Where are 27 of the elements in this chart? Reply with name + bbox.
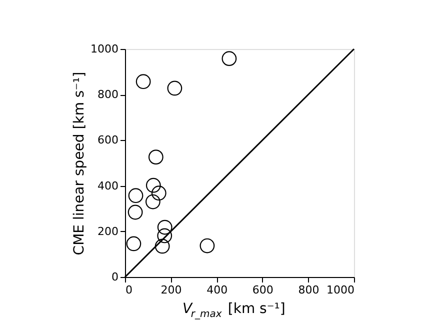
x-tick-label: 0 [126, 284, 132, 296]
point [151, 186, 166, 201]
x-tick-label: 400 [206, 284, 228, 296]
y-tick-label: 200 [98, 224, 118, 238]
point [157, 220, 172, 235]
point [145, 194, 160, 210]
point [167, 80, 182, 96]
y-tick-label: 1000 [90, 42, 118, 56]
point [136, 74, 151, 90]
point [148, 150, 164, 164]
point [128, 204, 143, 220]
point [154, 238, 170, 254]
point [157, 228, 172, 244]
x-tick-label: 600 [252, 284, 274, 296]
y-tick-label: 800 [98, 88, 118, 102]
y-tick-label: 600 [98, 134, 118, 147]
y-axis-title: CME linear speed [km s⁻¹] [72, 72, 88, 256]
point [128, 188, 144, 204]
y-tick-label: 0 [112, 270, 118, 284]
point [146, 178, 161, 193]
point [126, 236, 142, 252]
x-tick-label: 200 [160, 284, 182, 296]
x-tick-label: 1000 [326, 284, 354, 296]
x-tick-label: 800 [298, 284, 320, 296]
point [222, 51, 237, 66]
y-tick-label: 400 [98, 179, 118, 192]
point [200, 238, 215, 254]
